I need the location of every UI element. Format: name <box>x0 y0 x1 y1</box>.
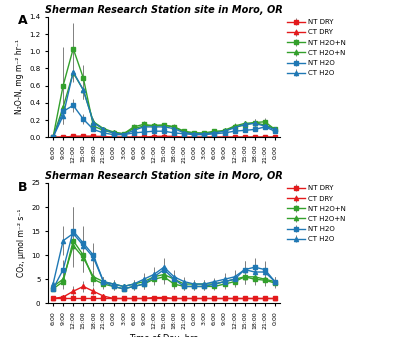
Legend: NT DRY, CT DRY, NT H2O+N, CT H2O+N, NT H2O, CT H2O: NT DRY, CT DRY, NT H2O+N, CT H2O+N, NT H… <box>286 18 347 78</box>
Text: B: B <box>18 181 27 193</box>
Y-axis label: CO₂, μmol m⁻² s⁻¹: CO₂, μmol m⁻² s⁻¹ <box>17 209 26 277</box>
Legend: NT DRY, CT DRY, NT H2O+N, CT H2O+N, NT H2O, CT H2O: NT DRY, CT DRY, NT H2O+N, CT H2O+N, NT H… <box>286 184 347 244</box>
Text: A: A <box>18 14 28 27</box>
X-axis label: Time of Day, hrs: Time of Day, hrs <box>130 334 198 337</box>
Title: Sherman Research Station site in Moro, OR: Sherman Research Station site in Moro, O… <box>45 5 283 15</box>
Title: Sherman Research Station site in Moro, OR: Sherman Research Station site in Moro, O… <box>45 171 283 181</box>
Y-axis label: N₂O-N, mg m⁻² hr⁻¹: N₂O-N, mg m⁻² hr⁻¹ <box>14 39 24 115</box>
